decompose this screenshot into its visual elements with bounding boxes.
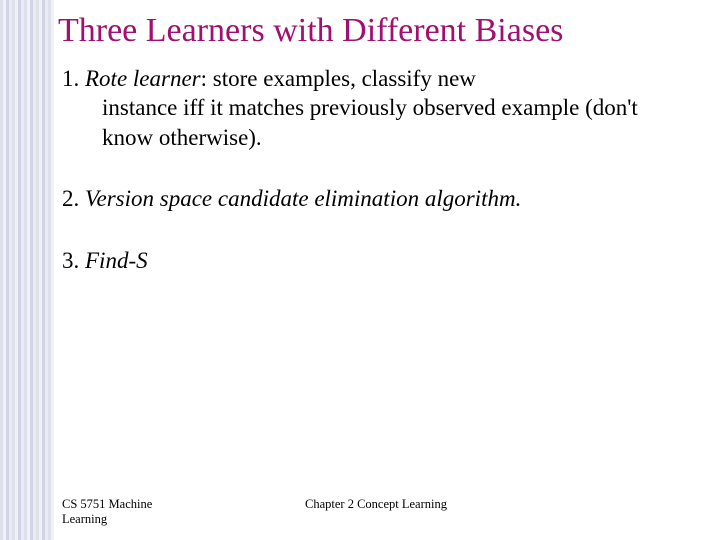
slide-footer: Chapter 2 Concept Learning CS 5751 Machi… [62, 497, 690, 528]
item-number: 2. [62, 186, 79, 211]
item-number: 3. [62, 248, 79, 273]
footer-chapter: Chapter 2 Concept Learning [62, 497, 690, 512]
list-item: 1. Rote learner: store examples, classif… [62, 64, 690, 152]
list-item: 3. Find-S [62, 246, 690, 275]
item-body: : store examples, classify new [201, 66, 476, 91]
item-lead: Rote learner [85, 66, 201, 91]
item-lead: Find-S [85, 248, 148, 273]
slide-body: Three Learners with Different Biases 1. … [0, 0, 720, 540]
item-continuation: instance iff it matches previously obser… [62, 93, 690, 152]
bullet-list: 1. Rote learner: store examples, classif… [58, 64, 690, 275]
list-item: 2. Version space candidate elimination a… [62, 184, 690, 213]
item-lead: Version space candidate elimination algo… [85, 186, 521, 211]
footer-course-line2: Learning [62, 512, 107, 526]
item-number: 1. [62, 66, 79, 91]
slide-title: Three Learners with Different Biases [58, 12, 690, 50]
